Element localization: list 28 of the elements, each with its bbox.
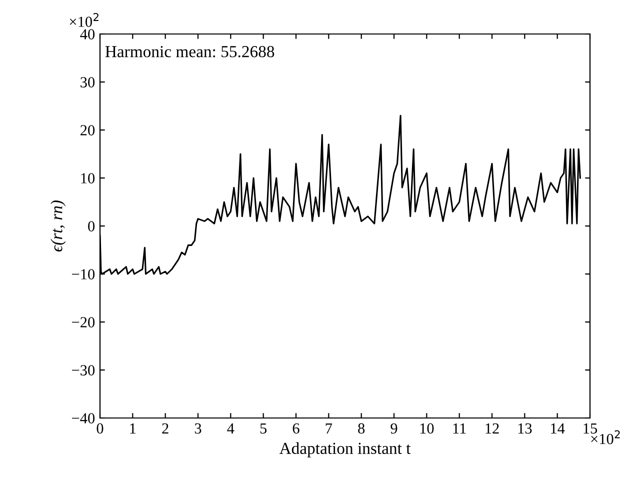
x-tick-label: 1 bbox=[130, 423, 136, 434]
x-tick-label: 10 bbox=[420, 423, 434, 434]
x-tick-label: 8 bbox=[358, 423, 365, 434]
x-tick-label: 7 bbox=[326, 423, 332, 434]
y-tick-label: 10 bbox=[81, 173, 95, 184]
y-tick-label: −20 bbox=[72, 317, 95, 328]
y-tick-label: 20 bbox=[80, 125, 95, 136]
x-tick-label: 14 bbox=[551, 423, 565, 434]
x-tick-label: 2 bbox=[162, 423, 168, 434]
x-tick-label: 6 bbox=[292, 423, 300, 434]
x-tick-label: 5 bbox=[260, 423, 267, 434]
x-tick-label: 4 bbox=[227, 423, 234, 434]
text: ×10$^{2}$ bbox=[70, 13, 98, 27]
y-tick-label: −10 bbox=[72, 269, 95, 280]
x-tick-label: 12 bbox=[486, 423, 499, 434]
annotation: Harmonic mean: 55.2688 bbox=[105, 46, 274, 58]
x-tick-label: 13 bbox=[518, 423, 532, 434]
y-axis-title: ϵ(rt, rn) bbox=[50, 200, 66, 252]
x-axis-title: Adaptation instant t bbox=[279, 442, 411, 458]
y-tick-label: 0 bbox=[88, 221, 95, 232]
x-tick-label: 9 bbox=[390, 423, 398, 434]
x-tick-label: 11 bbox=[453, 423, 466, 434]
y-tick-label: 40 bbox=[80, 29, 95, 40]
x-tick-label: 3 bbox=[194, 423, 202, 434]
x-tick-label: 0 bbox=[96, 423, 104, 434]
y-tick-label: −30 bbox=[72, 365, 95, 376]
y-tick-label: −40 bbox=[72, 413, 95, 424]
y-tick-label: 30 bbox=[80, 77, 95, 88]
